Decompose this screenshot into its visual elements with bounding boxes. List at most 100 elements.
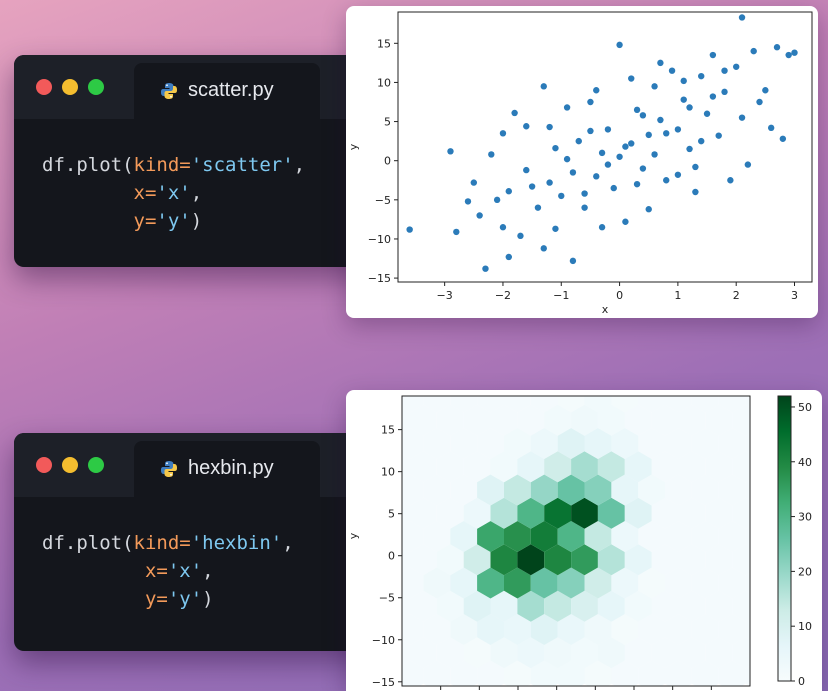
scatter-point [628,140,635,147]
hexbin-cell [450,521,478,552]
code-token: y= [133,210,157,232]
hexbin-background-cell [477,660,504,686]
code-token: kind= [133,154,191,176]
scatter-point [447,148,454,155]
scatter-point [639,112,647,119]
scatter-plot-card: −3 −2 −1 0 1 2 3 −15 −10 −5 0 5 10 15 x y [346,6,818,318]
hexbin-cell [477,521,504,552]
tab-label: hexbin.py [188,457,274,479]
minimize-window-button[interactable] [62,79,78,95]
x-tick-label: −2 [495,289,511,302]
colorbar-tick-label: 0 [798,675,805,688]
scatter-point [738,114,746,121]
code-token: df.plot( [42,154,134,176]
hexbin-cell [530,567,558,599]
hexbin-code-window: hexbin.py df.plot(kind='hexbin', x='x', … [14,433,394,651]
hexbin-cell [624,590,652,622]
scatter-point [680,96,687,103]
y-tick-label: −10 [368,233,391,246]
close-window-button[interactable] [36,79,52,95]
code-token: 'y' [156,210,191,232]
scatter-point [651,83,658,90]
scatter-point [732,63,740,70]
minimize-window-button[interactable] [62,457,78,473]
y-tick-label: 0 [388,550,395,563]
hexbin-cell [490,497,518,529]
hexbin-layer [370,396,750,686]
hexbin-background-cell [423,474,451,506]
scatter-point [581,190,588,197]
hexbin-background-cell [402,474,424,506]
hexbin-cell [638,567,665,599]
hexbin-cell [638,474,665,506]
hexbin-cell [611,567,639,599]
scatter-point [773,44,781,51]
hexbin-cell [584,521,612,552]
hexbin-background-cell [410,404,437,436]
code-token: 'x' [156,182,191,204]
hexbin-background-cell [718,567,746,599]
hexbin-cell [544,404,572,436]
scatter-point [575,137,582,145]
scatter-point [493,196,501,204]
hexbin-background-cell [410,637,437,669]
hexbin-background-cell [370,521,397,552]
hexbin-background-cell [436,404,464,436]
hexbin-background-cell [638,521,665,552]
hexbin-cell [490,544,518,576]
scatter-point [727,177,734,184]
hexbin-cell [544,451,572,483]
code-token: y= [144,588,168,610]
hexbin-cell [571,637,598,669]
hexbin-cell [557,614,585,645]
code-token: , [190,182,203,204]
hexbin-background-cell [402,454,410,480]
python-logo-icon [161,461,177,477]
hexbin-background-cell [678,544,706,576]
scatter-point [779,135,787,142]
tab-scatter-py[interactable]: scatter.py [134,63,320,119]
maximize-window-button[interactable] [88,79,104,95]
hexbin-background-cell [732,637,750,669]
hexbin-background-cell [678,590,706,622]
hexbin-cell [504,660,531,686]
scatter-point [540,83,547,90]
hexbin-cell [504,567,531,599]
y-tick-label: −5 [375,194,391,207]
hexbin-background-cell [477,396,504,413]
hexbin-background-cell [745,526,750,547]
hexbin-background-cell [705,590,733,622]
colorbar-tick-label: 20 [798,565,812,578]
close-window-button[interactable] [36,457,52,473]
hexbin-cell [597,590,625,622]
tab-hexbin-py[interactable]: hexbin.py [134,441,320,497]
hexbin-background-cell [638,660,665,686]
scatter-point [546,179,553,186]
hexbin-cell [597,497,625,529]
hexbin-background-cell [402,407,410,433]
scatter-point [680,77,687,85]
hexbin-background-cell [691,567,719,599]
hexbin-cell [624,544,652,576]
hexbin-cell [597,637,625,669]
hexbin-background-cell [718,474,746,506]
hexbin-background-cell [691,614,719,645]
hexbin-cell [557,428,585,459]
hexbin-background-cell [436,497,464,529]
hexbin-cell [624,497,652,529]
hexbin-cell [611,396,639,413]
scatter-point [674,126,682,133]
maximize-window-button[interactable] [88,457,104,473]
scatter-point [523,123,530,130]
hexbin-cell [597,544,625,576]
code-block: df.plot(kind='scatter', x='x', y='y') [42,151,305,235]
code-token: 'y' [167,588,203,610]
hexbin-cell [544,497,572,529]
hexbin-background-cell [423,396,451,413]
scatter-point [668,67,676,74]
scatter-point [464,198,472,205]
hexbin-cell [584,428,612,459]
scatter-point [569,257,577,265]
scatter-point [587,98,594,106]
y-axis-label: y [347,532,360,539]
